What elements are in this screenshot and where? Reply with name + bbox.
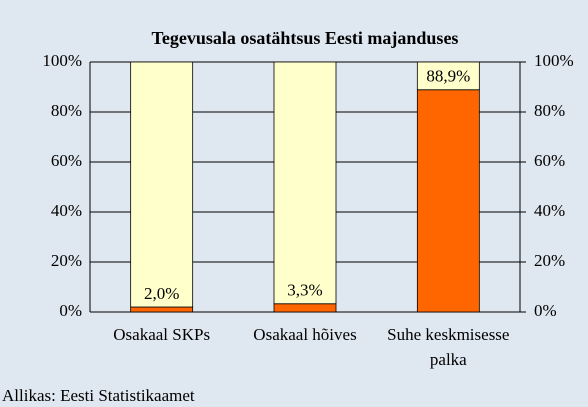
y-tick-label: 100% [42,51,82,70]
source-note: Allikas: Eesti Statistikaamet [2,386,195,405]
y-tick-label: 40% [51,201,82,220]
data-label: 88,9% [426,67,470,86]
bar-segment [273,61,337,305]
x-tick-label: Osakaal hõives [253,325,357,344]
y2-tick-label: 80% [534,101,565,120]
bar-segment [273,303,337,313]
chart-title: Tegevusala osatähtsus Eesti majanduses [152,28,459,48]
bar-segment [130,306,194,313]
y2-tick-label: 20% [534,251,565,270]
y-tick-label: 60% [51,151,82,170]
bar-segment [416,89,480,313]
bar-segment [416,61,480,91]
x-tick-label: Suhe keskmisesse palka [387,325,510,369]
y2-tick-label: 60% [534,151,565,170]
y-tick-label: 0% [59,301,82,320]
bar-segment [130,61,194,308]
x-tick-label: Osakaal SKPs [113,325,211,344]
y2-tick-label: 0% [534,301,557,320]
data-label: 3,3% [287,281,322,300]
y2-tick-label: 100% [534,51,574,70]
data-label: 2,0% [144,284,179,303]
y-tick-label: 80% [51,101,82,120]
y-tick-label: 20% [51,251,82,270]
y2-tick-label: 40% [534,201,565,220]
